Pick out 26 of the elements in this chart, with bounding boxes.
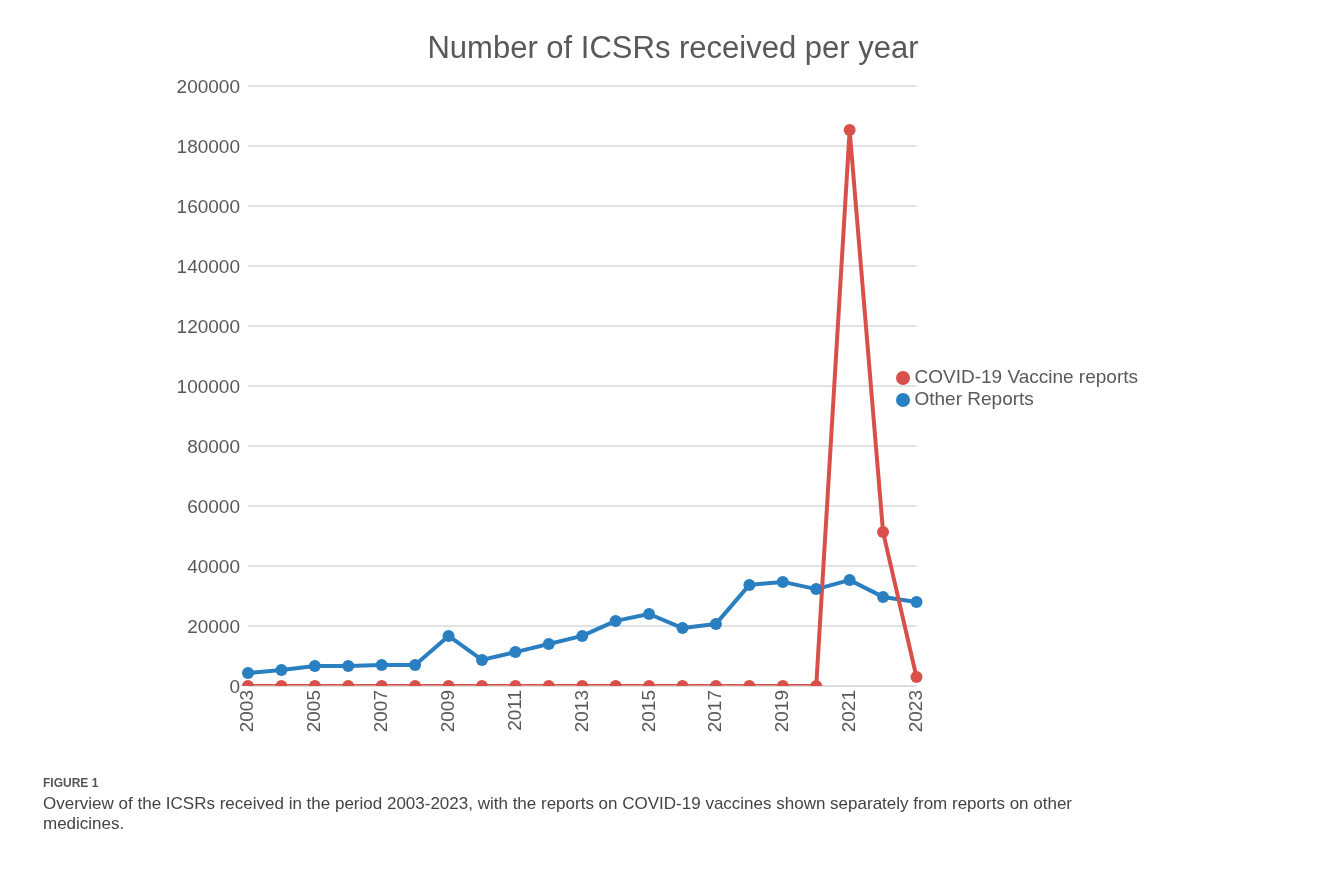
x-tick-label: 2019 [771,690,793,733]
text: Overview of the ICSRs received in the period 2003-2023, with the reports on COVID-19 vaccines shown separately from reports on other medicines. [43,794,1073,834]
y-tick-label: 100000 [176,375,240,397]
y-tick-label: 0 [229,675,240,697]
y-tick-label: 120000 [176,315,240,337]
y-tick-label: 60000 [187,495,240,517]
x-tick-label: 2015 [637,690,659,733]
legend-label: Other Reports [914,388,1034,409]
y-tick-label: 180000 [176,135,240,157]
x-tick-label: 2021 [838,690,860,733]
x-tick-label: 2011 [503,690,525,731]
y-tick-label: 160000 [176,195,240,217]
x-tick-label: 2005 [303,690,325,733]
y-tick-label: 40000 [187,555,240,577]
x-tick-label: 2013 [570,690,592,733]
y-tick-label: 200000 [176,75,240,97]
legend-label: COVID-19 Vaccine reports [914,366,1138,387]
chart-title: Number of ICSRs received per year [426,30,920,66]
x-tick-label: 2009 [437,690,459,733]
y-tick-label: 80000 [187,435,240,457]
caption: FIGURE 1 [43,776,100,790]
y-tick-label: 140000 [176,255,240,277]
y-tick-label: 20000 [187,615,240,637]
x-tick-label: 2017 [704,690,726,733]
x-tick-label: 2023 [904,690,926,733]
x-tick-label: 2007 [370,690,392,733]
